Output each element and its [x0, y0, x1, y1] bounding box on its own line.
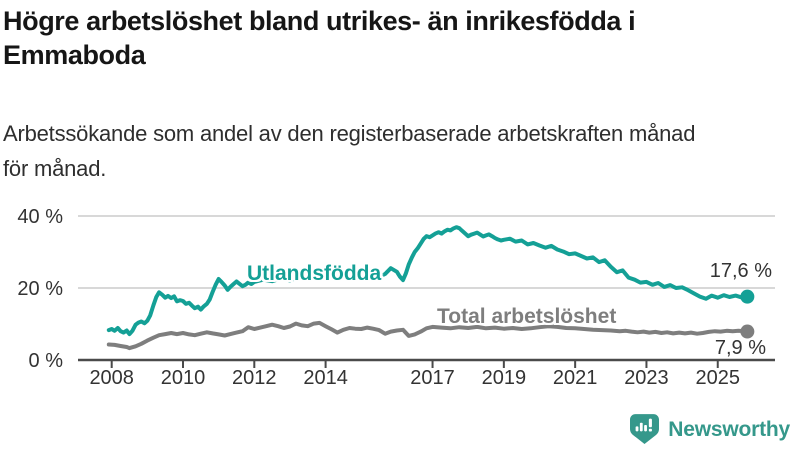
x-tick-label: 2017	[410, 367, 455, 389]
page-title-line1: Högre arbetslöshet bland utrikes- än inr…	[3, 6, 636, 36]
chart-subtitle-line1: Arbetssökande som andel av den registerb…	[3, 121, 696, 146]
page-title: Högre arbetslöshet bland utrikes- än inr…	[3, 4, 797, 72]
series-end-dot	[740, 289, 755, 304]
series-end-markers	[740, 289, 755, 339]
page-title-line2: Emmaboda	[3, 40, 146, 70]
newsworthy-logo-text: Newsworthy	[668, 417, 790, 441]
x-tick-label: 2008	[89, 367, 134, 389]
end-value-label-utlandsfodda: 17,6 %	[709, 260, 772, 282]
gridlines	[78, 215, 775, 289]
y-tick-label: 40 %	[17, 206, 63, 228]
newsworthy-logo-icon	[630, 414, 660, 444]
exclamation-stem	[649, 418, 653, 428]
series-label-total-arbetsloshet: Total arbetslöshet	[437, 305, 617, 328]
x-tick-label: 2025	[695, 367, 741, 389]
y-tick-label: 20 %	[17, 278, 63, 300]
x-tick-label: 2010	[160, 367, 206, 389]
newsworthy-logo: Newsworthy	[630, 414, 790, 445]
x-tick-label: 2014	[303, 367, 348, 389]
x-tick-label: 2012	[232, 367, 277, 389]
end-value-label-total: 7,9 %	[714, 337, 766, 359]
chart-subtitle: Arbetssökande som andel av den registerb…	[3, 116, 797, 186]
exclamation-dot	[649, 428, 653, 432]
series-line	[106, 320, 750, 351]
series-lines	[106, 225, 750, 351]
chart-subtitle-line2: för månad.	[3, 156, 107, 181]
x-tick-label: 2023	[624, 367, 669, 389]
x-tick-label: 2021	[552, 367, 598, 389]
series-label-utlandsfodda: Utlandsfödda	[247, 262, 382, 285]
series-line	[106, 225, 750, 337]
y-tick-label: 0 %	[28, 350, 63, 372]
x-tick-label: 2019	[481, 367, 527, 389]
bar-chart-glyph	[635, 418, 653, 432]
